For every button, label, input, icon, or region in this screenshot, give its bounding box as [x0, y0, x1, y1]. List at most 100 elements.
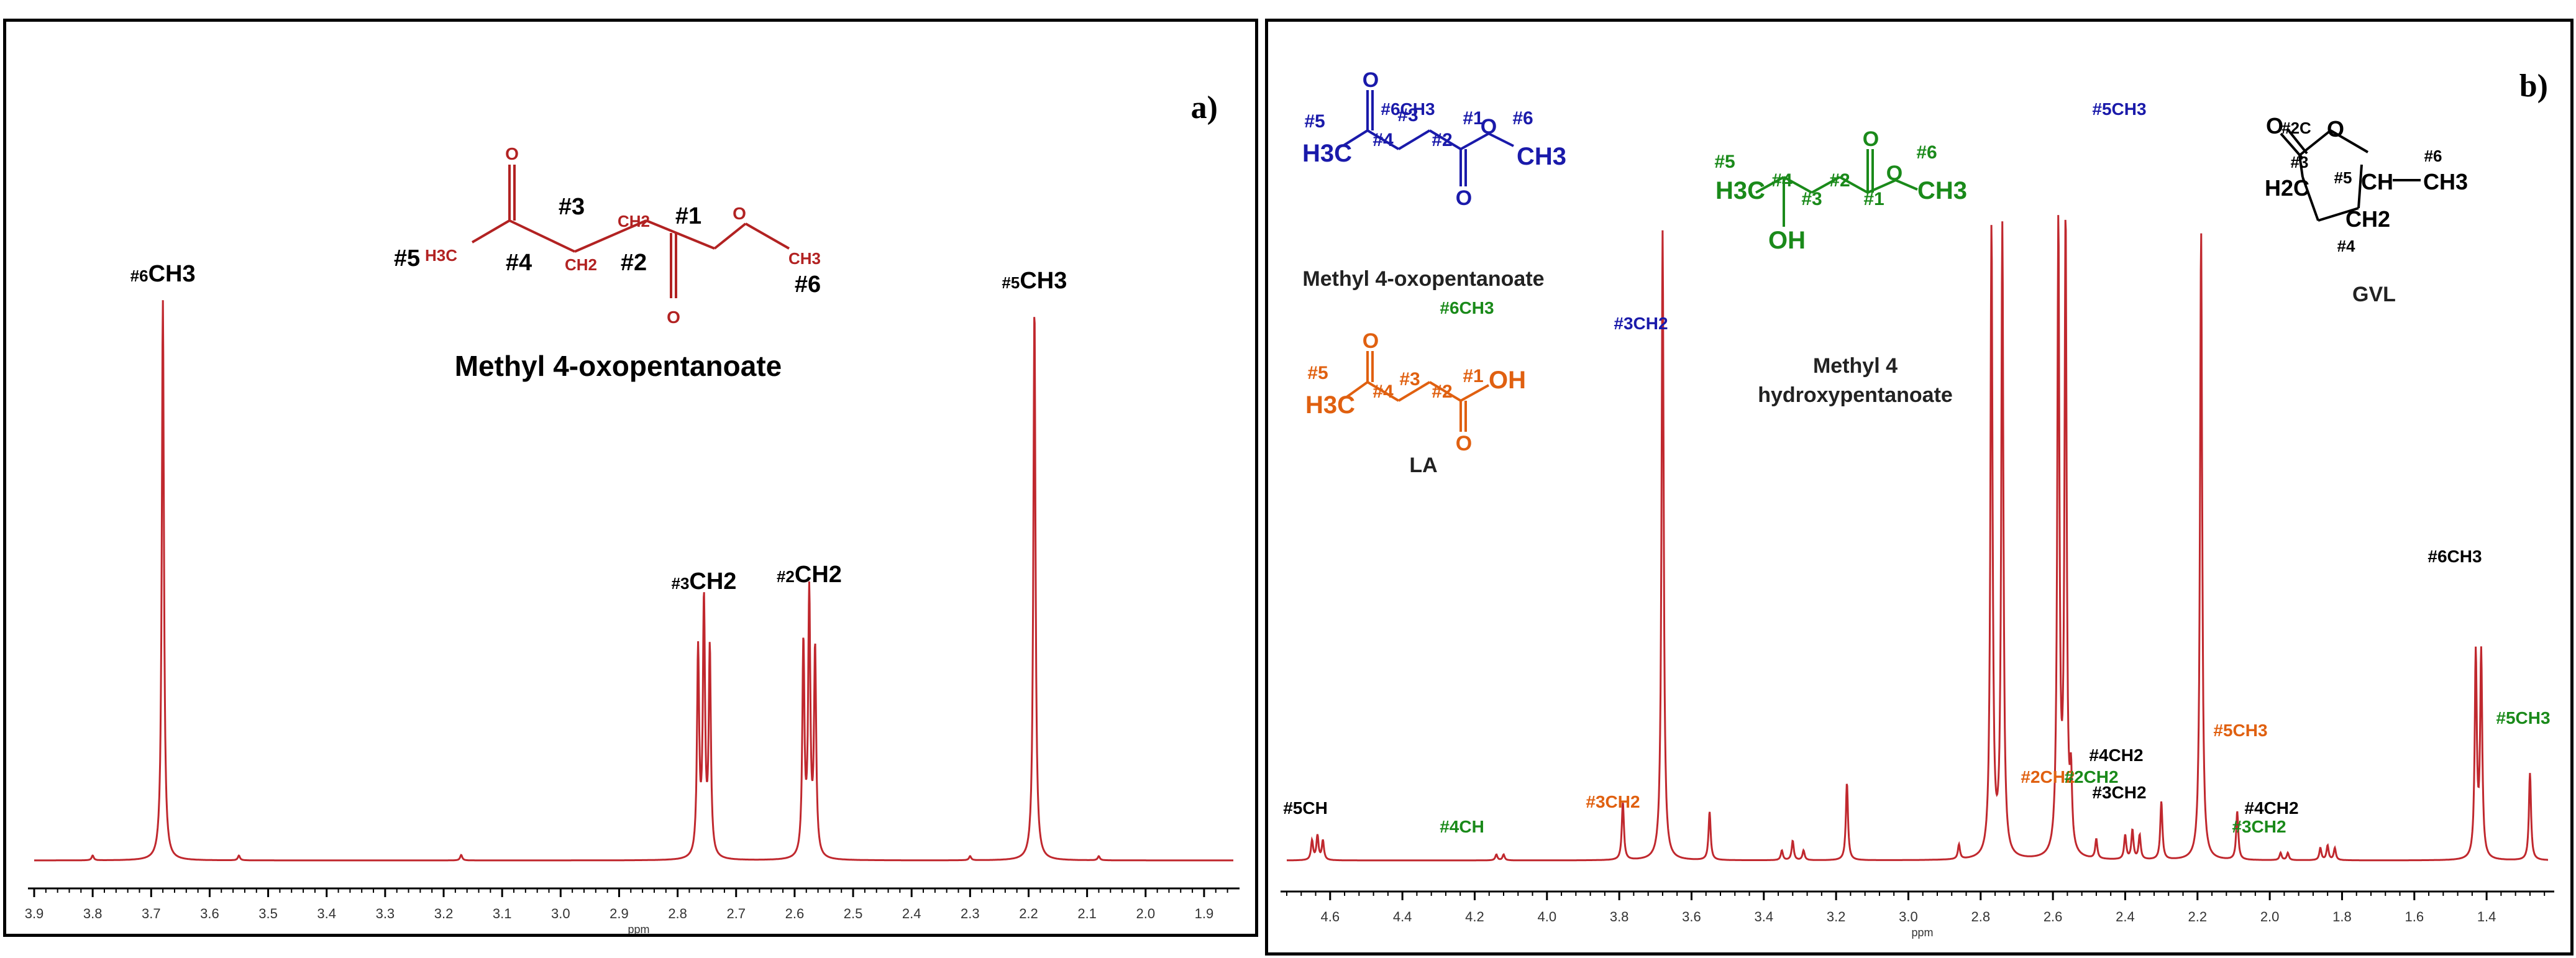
struct-a-label-3: #3 [559, 194, 585, 220]
atom-h2c: H2C [2265, 175, 2309, 201]
structure-la: O O H3C OH #5 #4#3 #2 #1 [1305, 329, 1526, 455]
bond [471, 219, 511, 244]
struct-label: #5 [1304, 111, 1325, 132]
bond [2301, 176, 2319, 221]
peak-label: #3CH2 [671, 568, 736, 595]
b-tick-label: 2.6 [2044, 909, 2063, 924]
struct-label: #4 [1771, 170, 1793, 191]
struct-label: #2 [1432, 130, 1452, 150]
peak-label-prefix: #3 [671, 574, 689, 593]
peak-label: #3CH2 [1586, 792, 1640, 811]
structure-gvl: O O H2C CH2 CH CH3 #2C #3 #4 #5 #6 [2265, 113, 2468, 255]
struct-label: #6 [2424, 147, 2442, 165]
b-tick-label: 2.8 [1971, 909, 1990, 924]
b-tick-label: 3.4 [1754, 909, 1773, 924]
bond [745, 222, 790, 250]
bond [509, 219, 575, 253]
struct-label: #4 [1372, 130, 1394, 150]
bond [1488, 132, 1514, 147]
struct-a-label-5: #5 [394, 245, 420, 271]
struct-label: #3 [1399, 369, 1420, 390]
struct-a-label-6: #6 [795, 271, 821, 298]
atom-ch3: CH3 [788, 249, 821, 268]
struct-label: #6 [1916, 142, 1937, 163]
b-tick-label: 3.0 [1899, 909, 1918, 924]
struct-label: #4 [1372, 381, 1394, 402]
spectrum-b-svg: 4.6 4.4 4.2 4.0 3.8 3.6 3.4 3.2 3.0 2.8 2.6 2.4 2.2 2… [1281, 68, 2554, 939]
atom-oh: OH [1489, 367, 1526, 394]
atom-ch2: CH2 [2345, 206, 2390, 232]
a-xlabel: ppm [628, 923, 649, 934]
atom-ch3: CH3 [2423, 169, 2468, 194]
struct-label: #1 [1863, 189, 1884, 209]
a-tick-label: 3.0 [551, 906, 570, 921]
peak-label: #5CH [1283, 798, 1328, 818]
peak-label-main: CH2 [689, 568, 736, 595]
a-tick-label: 2.7 [726, 906, 746, 921]
peak-label: #5CH3 [2092, 99, 2146, 119]
structure-methyl-oxopentanoate: O O O H3C CH3 #5 #4#3 #2 #1 #6 [1302, 68, 1566, 210]
struct-a-label-2: #2 [621, 250, 647, 276]
a-tick-label: 2.0 [1136, 906, 1155, 921]
atom-ch3: CH3 [1917, 177, 1967, 204]
atom-h3c: H3C [1305, 391, 1355, 419]
atom-o-carbonyl: O [667, 308, 680, 327]
spectrum-a-svg: 3.9 3.8 3.7 3.6 3.5 3.4 3.3 3.2 3.1 3.0 2.9 2.8 2.7 2… [25, 90, 1240, 934]
atom-ch: CH [2361, 169, 2393, 194]
atom-h3c: H3C [1302, 140, 1352, 167]
bond [2298, 155, 2304, 178]
bond [1397, 381, 1431, 402]
compound-name-b4: GVL [2352, 283, 2396, 306]
struct-label: #3 [1397, 105, 1418, 125]
bond [2357, 164, 2363, 209]
b-tick-label: 2.0 [2260, 909, 2280, 924]
b-tick-label: 1.4 [2477, 909, 2496, 924]
structure-a: O O O H3C CH2 CH2 CH3 #5 #4 #3 #2 #1 #6 [394, 144, 821, 327]
spectrum-b-trace [1287, 215, 2548, 862]
peak-label: #4CH [1440, 817, 1484, 836]
compound-name-b2: LA [1409, 454, 1437, 477]
peak-label: #6CH3 [1381, 99, 1435, 119]
bond [1839, 176, 1868, 194]
a-tick-label: 3.3 [376, 906, 395, 921]
b-xlabel: ppm [1911, 926, 1933, 939]
b-tick-label: 2.4 [2116, 909, 2135, 924]
spectrum-a-trace [34, 300, 1233, 862]
b-tick-label: 1.6 [2405, 909, 2424, 924]
bond [1755, 176, 1784, 194]
atom-h3c: H3C [1715, 177, 1765, 204]
atom-o-ester: O [733, 204, 746, 223]
peak-label-main: CH3 [148, 261, 196, 287]
struct-label: #4 [2337, 237, 2355, 255]
b-tick-label: 3.2 [1827, 909, 1846, 924]
a-tick-label: 3.5 [258, 906, 278, 921]
struct-label: #2C [2281, 119, 2311, 137]
a-tick-label: 2.8 [668, 906, 687, 921]
peak-label: #2CH2 [777, 562, 842, 588]
a-tick-label: 2.9 [610, 906, 629, 921]
peak-label: #6CH3 [1440, 298, 1494, 317]
struct-label: #5 [1307, 363, 1328, 383]
atom-o: O [1363, 68, 1379, 92]
panel-label-b: b) [2519, 68, 2548, 104]
bond [1366, 381, 1400, 402]
b-tick-label: 1.8 [2332, 909, 2352, 924]
struct-label: #3 [2291, 153, 2309, 171]
peak-label: #3CH2 [1614, 314, 1668, 333]
bond [1366, 129, 1400, 150]
spectrum-panel-b: 4.6 4.4 4.2 4.0 3.8 3.6 3.4 3.2 3.0 2.8 2.6 2.4 2.2 2… [1265, 19, 2574, 956]
atom-o: O [2266, 113, 2283, 139]
compound-name-a: Methyl 4-oxopentanoate [455, 350, 782, 382]
panel-label-a: a) [1191, 90, 1218, 125]
spectrum-panel-a: 3.9 3.8 3.7 3.6 3.5 3.4 3.3 3.2 3.1 3.0 2.9 2.8 2.7 2… [3, 19, 1258, 937]
bond [1397, 129, 1431, 150]
a-tick-label: 2.2 [1019, 906, 1038, 921]
atom-o: O [1363, 329, 1379, 353]
atom-oh: OH [1768, 227, 1806, 254]
bond [2280, 132, 2304, 160]
atom-o: O [1886, 162, 1902, 185]
peak-label: #2CH2 [2021, 767, 2075, 787]
a-tick-label: 3.4 [317, 906, 336, 921]
a-tick-label: 2.1 [1077, 906, 1097, 921]
